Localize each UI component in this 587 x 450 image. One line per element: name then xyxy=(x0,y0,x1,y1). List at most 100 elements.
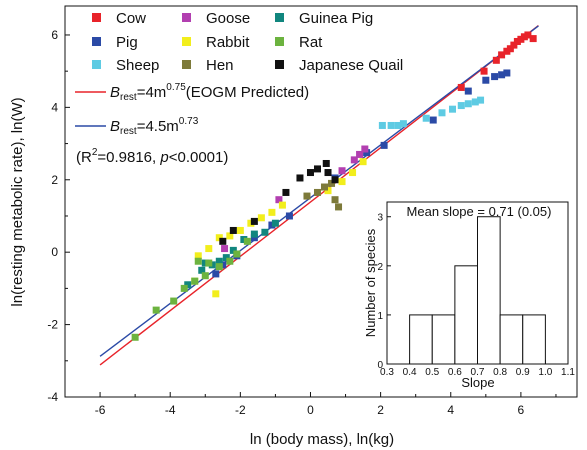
point-rat xyxy=(201,272,209,280)
inset-bar xyxy=(431,314,456,365)
point-rabbit xyxy=(338,178,346,186)
inset-x-axis-label: Slope xyxy=(461,375,494,390)
point-cow xyxy=(506,45,514,53)
point-japanese-quail xyxy=(250,217,258,225)
point-japanese-quail xyxy=(282,188,290,196)
point-cow xyxy=(517,35,525,43)
point-rat xyxy=(205,259,213,267)
point-guinea-pig xyxy=(222,254,230,262)
point-guinea-pig xyxy=(229,246,237,254)
inset-x-tick-label: 0.7 xyxy=(471,367,485,378)
point-hen xyxy=(335,203,343,211)
point-rabbit xyxy=(349,169,357,177)
point-goose xyxy=(338,167,346,175)
inset-bar xyxy=(522,314,546,365)
x-tick-label: 6 xyxy=(518,403,525,417)
inset-x-tick-label: 0.8 xyxy=(493,367,507,378)
point-cow xyxy=(480,67,488,75)
point-goose xyxy=(221,245,229,253)
point-sheep xyxy=(422,114,430,122)
inset-x-tick-label: 0.6 xyxy=(448,367,462,378)
point-rabbit xyxy=(212,290,220,298)
point-pig xyxy=(380,141,388,149)
y-tick-label: -2 xyxy=(47,318,58,332)
legend-marker-sheep xyxy=(92,60,101,69)
point-rabbit xyxy=(324,187,332,195)
point-sheep xyxy=(471,98,479,106)
legend-label-hen: Hen xyxy=(206,57,234,74)
legend-marker-goose xyxy=(182,13,191,22)
point-guinea-pig xyxy=(261,228,269,236)
inset-bar xyxy=(454,265,478,365)
point-rabbit xyxy=(215,234,223,242)
point-pig xyxy=(285,212,293,220)
point-rabbit xyxy=(278,201,286,209)
x-tick-label: -6 xyxy=(95,403,106,417)
inset-bars xyxy=(409,216,546,365)
point-goose xyxy=(350,156,358,164)
point-pig xyxy=(503,69,511,77)
point-rat xyxy=(233,250,241,258)
legend-label-rat: Rat xyxy=(299,34,323,51)
legend-label-goose: Goose xyxy=(206,10,250,27)
inset-x-tick-label: 0.9 xyxy=(516,367,530,378)
point-pig xyxy=(363,149,371,157)
point-pig xyxy=(482,76,490,84)
legend-fit-equation: Brest=4.5m0.73 xyxy=(110,116,199,137)
inset-y-axis-label: Number of species xyxy=(363,228,378,337)
main-axis-ticks: -6 -4 -2 0 2 4 6 -4 -2 0 2 4 6 xyxy=(47,28,557,417)
point-japanese-quail xyxy=(331,176,339,184)
inset-axis-ticks: 0.3 0.4 0.5 0.6 0.7 0.8 0.9 1.0 1.1 0 1 2 3 xyxy=(377,213,575,378)
point-cow xyxy=(492,56,500,64)
point-cow xyxy=(503,47,511,55)
inset-y-tick-label: 1 xyxy=(377,311,383,322)
point-guinea-pig xyxy=(198,266,206,274)
point-cow xyxy=(524,31,532,39)
y-tick-label: 2 xyxy=(51,173,58,187)
x-tick-label: 2 xyxy=(377,403,384,417)
point-rabbit xyxy=(226,232,234,240)
point-sheep xyxy=(449,105,457,113)
x-tick-label: 0 xyxy=(307,403,314,417)
legend-label-pig: Pig xyxy=(116,34,138,51)
data-points xyxy=(131,31,537,341)
point-japanese-quail xyxy=(306,169,314,177)
point-sheep xyxy=(438,109,446,117)
point-guinea-pig xyxy=(208,261,216,269)
y-axis-label: ln(resting metabolic rate), ln(W) xyxy=(9,97,26,306)
point-japanese-quail xyxy=(219,237,227,245)
point-rabbit xyxy=(236,226,244,234)
point-hen xyxy=(303,192,311,200)
point-rat xyxy=(191,277,199,285)
point-rat xyxy=(131,333,139,341)
inset-x-tick-label: 1.1 xyxy=(561,367,575,378)
x-tick-label: -4 xyxy=(165,403,176,417)
point-japanese-quail xyxy=(296,174,304,182)
main-plot-frame xyxy=(64,5,578,398)
point-rat xyxy=(194,257,202,265)
point-guinea-pig xyxy=(271,219,279,227)
point-rat xyxy=(243,237,251,245)
point-pig xyxy=(429,116,437,124)
legend-marker-japanese-quail xyxy=(275,60,284,69)
point-pig xyxy=(219,261,227,269)
y-tick-label: 6 xyxy=(51,28,58,42)
point-guinea-pig xyxy=(215,257,223,265)
point-guinea-pig xyxy=(240,236,248,244)
inset-title: Mean slope = 0.71 (0.05) xyxy=(407,204,552,219)
legend-marker-cow xyxy=(92,13,101,22)
inset-y-tick-label: 2 xyxy=(377,262,383,273)
point-rabbit xyxy=(194,252,202,260)
point-sheep xyxy=(399,120,407,128)
point-pig xyxy=(464,87,472,95)
point-cow xyxy=(498,51,506,59)
legend: Cow Goose Guinea Pig Pig Rabbit Rat Shee… xyxy=(75,10,403,166)
point-sheep xyxy=(378,121,386,129)
legend-marker-rat xyxy=(275,37,284,46)
point-hen xyxy=(321,183,329,191)
inset-y-tick-label: 3 xyxy=(377,213,383,224)
point-japanese-quail xyxy=(322,159,330,167)
y-tick-label: 0 xyxy=(51,245,58,259)
point-rabbit xyxy=(205,245,213,253)
